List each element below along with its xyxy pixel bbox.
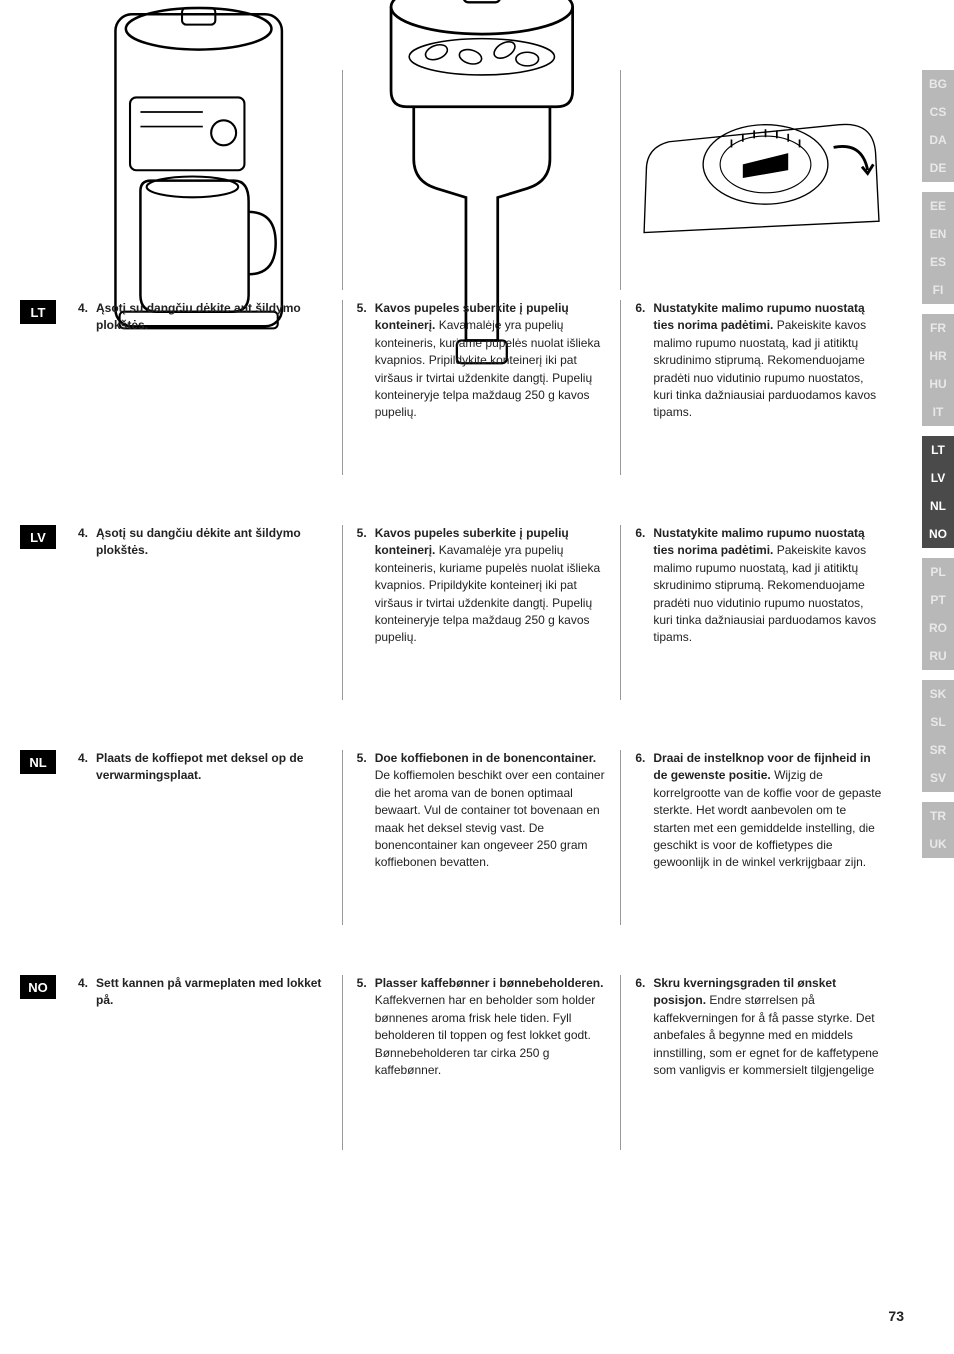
step-number: 6. [635, 525, 645, 647]
no-step-5: 5.Plasser kaffebønner i bønnebeholderen.… [357, 975, 607, 1079]
lang-tab-sk[interactable]: SK [922, 680, 954, 708]
lang-tab-no[interactable]: NO [922, 520, 954, 548]
step-number: 4. [78, 750, 88, 785]
step-text: Nustatykite malimo rupumo nuostatą ties … [653, 525, 885, 647]
lang-tab-cs[interactable]: CS [922, 98, 954, 126]
illustration-bean-container [357, 70, 607, 270]
lv-step-4: 4.Ąsotį su dangčiu dėkite ant šildymo pl… [78, 525, 328, 560]
step-text: Plasser kaffebønner i bønnebeholderen. K… [375, 975, 607, 1079]
step-text: Ąsotį su dangčiu dėkite ant šildymo plok… [96, 300, 328, 335]
lang-tab-es[interactable]: ES [922, 248, 954, 276]
lang-tab-lv[interactable]: LV [922, 464, 954, 492]
page-number: 73 [888, 1308, 904, 1324]
step-text: Doe koffiebonen in de bonencontainer. De… [375, 750, 607, 872]
lang-tab-tr[interactable]: TR [922, 802, 954, 830]
step-text: Sett kannen på varmeplaten med lokket på… [96, 975, 328, 1010]
lang-tab-ru[interactable]: RU [922, 642, 954, 670]
step-number: 5. [357, 300, 367, 422]
lang-tab-ee[interactable]: EE [922, 192, 954, 220]
lang-tab-pl[interactable]: PL [922, 558, 954, 586]
lang-tab-fi[interactable]: FI [922, 276, 954, 304]
nl-step-6: 6.Draai de instelknop voor de fijnheid i… [635, 750, 885, 872]
no-step-4: 4.Sett kannen på varmeplaten med lokket … [78, 975, 328, 1010]
nl-step-4: 4.Plaats de koffiepot met deksel op de v… [78, 750, 328, 785]
lang-tab-nl[interactable]: NL [922, 492, 954, 520]
lv-step-5: 5.Kavos pupeles suberkite į pupelių kont… [357, 525, 607, 647]
lang-tab-bg[interactable]: BG [922, 70, 954, 98]
lang-tab-pt[interactable]: PT [922, 586, 954, 614]
step-text: Skru kverningsgraden til ønsket posisjon… [653, 975, 885, 1079]
step-number: 4. [78, 525, 88, 560]
lang-tab-hu[interactable]: HU [922, 370, 954, 398]
step-text: Draai de instelknop voor de fijnheid in … [653, 750, 885, 872]
lang-tab-sl[interactable]: SL [922, 708, 954, 736]
lang-tab-hr[interactable]: HR [922, 342, 954, 370]
lang-tab-uk[interactable]: UK [922, 830, 954, 858]
row-label-lt: LT [20, 300, 56, 324]
step-number: 5. [357, 975, 367, 1079]
lt-step-6: 6.Nustatykite malimo rupumo nuostatą tie… [635, 300, 885, 422]
lt-step-4: 4.Ąsotį su dangčiu dėkite ant šildymo pl… [78, 300, 328, 335]
lv-step-6: 6.Nustatykite malimo rupumo nuostatą tie… [635, 525, 885, 647]
step-text: Kavos pupeles suberkite į pupelių kontei… [375, 300, 607, 422]
step-number: 6. [635, 300, 645, 422]
row-label-lv: LV [20, 525, 56, 549]
row-label-nl: NL [20, 750, 56, 774]
step-number: 4. [78, 975, 88, 1010]
lang-tab-fr[interactable]: FR [922, 314, 954, 342]
step-number: 5. [357, 750, 367, 872]
no-step-6: 6.Skru kverningsgraden til ønsket posisj… [635, 975, 885, 1079]
step-number: 5. [357, 525, 367, 647]
row-label-no: NO [20, 975, 56, 999]
lang-tab-lt[interactable]: LT [922, 436, 954, 464]
lang-tab-sr[interactable]: SR [922, 736, 954, 764]
illustration-coffee-machine [78, 70, 328, 270]
nl-step-5: 5.Doe koffiebonen in de bonencontainer. … [357, 750, 607, 872]
lang-tab-de[interactable]: DE [922, 154, 954, 182]
step-number: 6. [635, 975, 645, 1079]
step-text: Kavos pupeles suberkite į pupelių kontei… [375, 525, 607, 647]
lang-tab-it[interactable]: IT [922, 398, 954, 426]
step-text: Ąsotį su dangčiu dėkite ant šildymo plok… [96, 525, 328, 560]
lang-tab-en[interactable]: EN [922, 220, 954, 248]
lang-tab-sv[interactable]: SV [922, 764, 954, 792]
step-number: 4. [78, 300, 88, 335]
lt-step-5: 5.Kavos pupeles suberkite į pupelių kont… [357, 300, 607, 422]
language-tabs: BGCSDADE EEENESFI FRHRHUIT LTLVNLNO PLPTRORU… [922, 70, 954, 868]
illustration-grind-dial [635, 70, 885, 270]
lang-tab-da[interactable]: DA [922, 126, 954, 154]
step-text: Plaats de koffiepot met deksel op de ver… [96, 750, 328, 785]
step-number: 6. [635, 750, 645, 872]
step-text: Nustatykite malimo rupumo nuostatą ties … [653, 300, 885, 422]
lang-tab-ro[interactable]: RO [922, 614, 954, 642]
